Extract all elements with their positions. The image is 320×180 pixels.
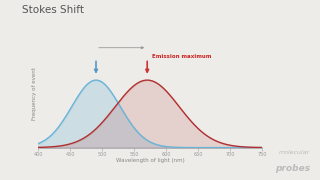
X-axis label: Wavelength of light (nm): Wavelength of light (nm) [116,158,185,163]
Text: Stokes Shift: Stokes Shift [22,5,84,15]
Text: Emission maximum: Emission maximum [152,54,212,59]
Y-axis label: Frequency of event: Frequency of event [32,67,37,120]
Text: probes: probes [275,164,310,173]
Text: molecular: molecular [279,150,310,155]
